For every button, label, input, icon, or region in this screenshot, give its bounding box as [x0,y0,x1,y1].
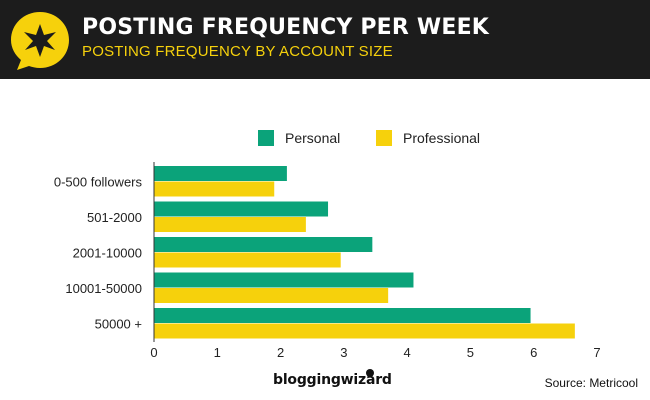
legend-swatch-professional [376,130,392,146]
source-note: Source: Metricool [544,376,638,390]
chart-subtitle: POSTING FREQUENCY BY ACCOUNT SIZE [82,43,393,60]
category-label-0-500-followers: 0-500 followers [54,175,143,190]
x-tick-label-5: 5 [467,345,474,360]
category-label-50000: 50000 + [95,317,142,332]
x-tick-label-0: 0 [150,345,157,360]
bar-personal-501-2000 [154,201,329,217]
x-tick-label-4: 4 [404,345,411,360]
x-tick-label-3: 3 [340,345,347,360]
x-tick-label-1: 1 [214,345,221,360]
bar-professional-10001-50000 [154,288,389,303]
legend: Personal Professional [258,130,480,146]
bars-group [154,166,575,339]
chart-title: POSTING FREQUENCY PER WEEK [82,15,490,40]
x-tick-label-6: 6 [530,345,537,360]
category-label-10001-50000: 10001-50000 [65,281,142,296]
legend-swatch-personal [258,130,274,146]
bar-personal-50000 [154,308,531,323]
bar-personal-0-500-followers [154,166,287,181]
brand-dot-icon [366,369,374,377]
category-label-2001-10000: 2001-10000 [73,246,142,261]
header-banner: POSTING FREQUENCY PER WEEK POSTING FREQU… [0,0,650,79]
bar-professional-50000 [154,323,575,339]
bar-professional-2001-10000 [154,252,341,268]
bar-professional-501-2000 [154,217,306,232]
x-tick-label-2: 2 [277,345,284,360]
x-tick-label-7: 7 [593,345,600,360]
category-labels: 0-500 followers 501-2000 2001-10000 10001-5… [54,175,143,332]
bar-personal-10001-50000 [154,272,414,288]
bar-personal-2001-10000 [154,237,373,252]
legend-label-professional: Professional [403,130,480,146]
category-label-501-2000: 501-2000 [87,210,142,225]
star-speech-bubble-icon [11,12,69,70]
bar-professional-0-500-followers [154,181,275,197]
brand-logo-text: bloggingwizard [273,372,392,388]
legend-label-personal: Personal [285,130,340,146]
x-tick-labels: 0 1 2 3 4 5 6 7 [150,345,600,360]
